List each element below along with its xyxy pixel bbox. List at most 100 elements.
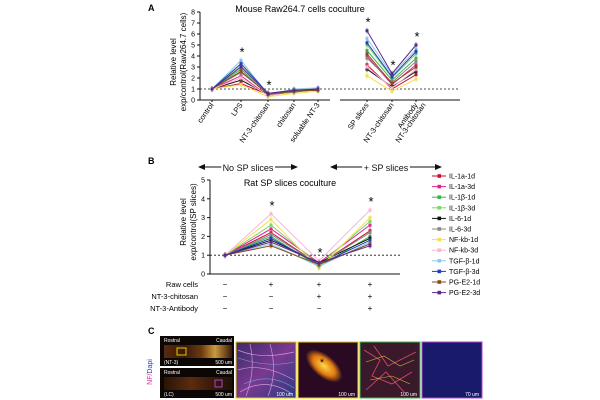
legend-label: TGF-β-3d: [449, 269, 480, 276]
legend-label: IL-1a-1d: [449, 174, 475, 181]
panel-a-significance-star: *: [239, 44, 244, 59]
panel-a-xtick-label: control: [195, 101, 215, 125]
condition-cell: +: [317, 292, 322, 301]
panel-a-point: [365, 52, 369, 56]
panel-b-ylabel-1: Relative level: [179, 198, 188, 246]
condition-cell: −: [269, 292, 274, 301]
panel-a-title: Mouse Raw264.7 cells coculture: [235, 4, 365, 14]
panel-b-point: [368, 208, 372, 212]
panel-b-series-line: [224, 209, 371, 262]
plus-sp-arrow: [330, 164, 442, 170]
panel-a-point: [390, 75, 394, 79]
top-scale: 500 um: [215, 360, 232, 366]
legend-swatch-marker: [437, 174, 442, 178]
micrograph-4: 70 um: [421, 341, 483, 399]
legend-swatch-marker: [437, 248, 442, 252]
panel-a-xtick-label: chitosan: [274, 101, 297, 129]
bottom-tag: (LC): [164, 392, 174, 398]
tissue-image-bottom: Rostral Caudal (LC) 500 um: [160, 368, 234, 398]
panel-a-significance-star: *: [390, 58, 395, 73]
panel-b-ylabel-2: exp/control(SP slices): [189, 183, 198, 261]
legend-swatch-marker: [437, 259, 442, 263]
legend-swatch-marker: [437, 227, 442, 231]
legend-swatch-marker: [437, 206, 442, 210]
legend-swatch-marker: [437, 195, 442, 199]
panel-b-series-line: [224, 241, 371, 264]
panel-b-plot: * * *: [223, 194, 374, 272]
roi-box-purple: [214, 379, 223, 388]
micro-4-scale: 70 um: [465, 392, 479, 398]
condition-cell: −: [223, 304, 228, 313]
condition-cell: +: [368, 304, 373, 313]
nf-dapi-label: NF/Dapi: [147, 359, 154, 385]
micro-2-scale: 100 um: [338, 392, 355, 398]
legend-label: NF-kb-3d: [449, 248, 478, 255]
panel-b-ytick-label: 1: [201, 253, 205, 260]
panel-a-point: [239, 83, 243, 87]
micrograph-2: * 100 um: [297, 341, 359, 399]
panel-a-significance-star: *: [266, 77, 271, 92]
panel-a-point: [239, 58, 243, 62]
bottom-scale: 500 um: [215, 392, 232, 398]
legend-swatch-marker: [437, 216, 442, 221]
panel-a-significance-star: *: [414, 29, 419, 44]
panel-a-plot: * * * * *: [210, 15, 420, 100]
legend-label: NF-kb-1d: [449, 237, 478, 244]
panel-a-point: [414, 43, 418, 47]
legend-swatch-marker: [437, 269, 442, 274]
condition-cell: +: [269, 280, 274, 289]
plus-sp-label: + SP slices: [364, 163, 409, 173]
panel-a-point: [239, 65, 243, 69]
panel-b-point: [269, 212, 273, 216]
panel-b-significance-star: *: [269, 198, 274, 213]
panel-a-point: [365, 41, 369, 45]
legend-swatch-marker: [437, 280, 442, 284]
legend: IL-1a-1d IL-1a-3d IL-1β-1d IL-1β-3d IL-6-1d I…: [432, 174, 480, 297]
panel-a-point: [266, 91, 270, 95]
legend-label: IL-1β-3d: [449, 205, 475, 212]
legend-swatch-marker: [437, 184, 442, 189]
micro-1-scale: 100 um: [276, 392, 293, 398]
panel-b-point: [223, 253, 227, 257]
roi-box-yellow: [176, 347, 187, 356]
panel-a-ytick-label: 4: [191, 54, 195, 61]
legend-swatch-marker: [437, 290, 442, 295]
micrograph-1: 100 um: [235, 341, 297, 399]
panel-b-series-line: [224, 230, 371, 266]
condition-cell: −: [223, 280, 228, 289]
panel-a-point: [239, 62, 243, 66]
bottom-caudal: Caudal: [216, 370, 232, 376]
panel-a-point: [365, 36, 369, 40]
panel-a-point: [239, 76, 243, 80]
panel-b-point: [269, 223, 273, 227]
panel-a-point: [365, 74, 369, 78]
panel-b-point: [269, 233, 273, 237]
micro-3-scale: 100 um: [400, 392, 417, 398]
panel-b-point: [368, 216, 372, 220]
panel-b-series-line: [224, 217, 371, 270]
panel-a-xtick-label: SP slices: [346, 101, 371, 132]
panel-b-conditions: Raw cells − + + + NT-3-chitosan − − + + NT-3-Antib…: [150, 280, 373, 313]
legend-label: TGF-β-1d: [449, 258, 480, 265]
panel-b-point: [368, 244, 372, 248]
legend-label: IL-6-1d: [449, 216, 471, 223]
panel-a-label: A: [148, 3, 155, 13]
top-caudal: Caudal: [216, 338, 232, 344]
panel-b-ytick-label: 5: [201, 178, 205, 185]
legend-swatch-marker: [437, 237, 442, 242]
bottom-rostral: Rostral: [164, 370, 180, 376]
panel-b-point: [269, 240, 273, 244]
panel-a-ylabel-2: exp/control(Raw264.7 cells): [179, 12, 188, 111]
legend-label: IL-6-3d: [449, 227, 471, 234]
panel-a-point: [390, 86, 394, 90]
panel-b-point: [368, 223, 372, 227]
panel-b-point: [269, 227, 273, 231]
panel-a-ytick-label: 8: [191, 10, 195, 17]
panel-a-point: [365, 56, 369, 60]
panel-a-xtick-label: LPS: [229, 101, 245, 118]
panel-b-series-line: [224, 237, 371, 266]
panel-a-point: [365, 29, 369, 33]
panel-b-series-line: [224, 224, 371, 264]
panel-a-point: [414, 56, 418, 60]
